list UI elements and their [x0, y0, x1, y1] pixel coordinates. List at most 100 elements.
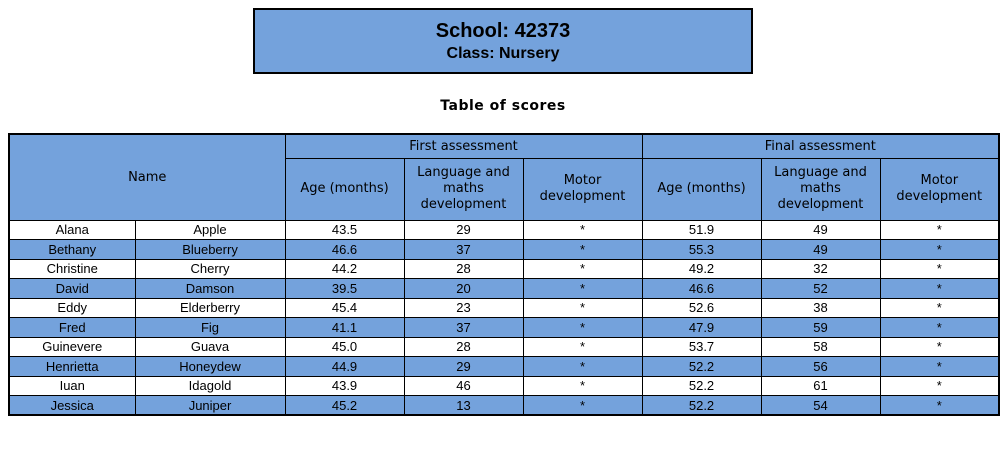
cell-first-name: Bethany — [8, 239, 136, 260]
cell-value: * — [522, 219, 643, 240]
cell-value: 44.2 — [284, 258, 405, 279]
cell-value: 54 — [760, 395, 881, 416]
scores-table: Name First assessment Final assessment A… — [8, 133, 1001, 416]
cell-value: 52.2 — [641, 375, 762, 396]
cell-value: * — [879, 395, 1000, 416]
cell-value: 38 — [760, 297, 881, 318]
cell-value: * — [522, 336, 643, 357]
cell-value: 43.5 — [284, 219, 405, 240]
school-header-box: School: 42373 Class: Nursery — [253, 8, 753, 74]
class-title: Class: Nursery — [446, 44, 560, 62]
cell-value: 43.9 — [284, 375, 405, 396]
cell-value: * — [879, 336, 1000, 357]
cell-last-name: Apple — [134, 219, 286, 240]
final-assessment-header: Final assessment — [641, 133, 1000, 159]
cell-first-name: Fred — [8, 317, 136, 338]
cell-value: * — [522, 239, 643, 260]
subheader-language-first: Language and maths development — [403, 157, 524, 221]
cell-value: * — [522, 375, 643, 396]
cell-value: 56 — [760, 356, 881, 377]
cell-last-name: Blueberry — [134, 239, 286, 260]
cell-value: 49 — [760, 239, 881, 260]
table-row: Alana Apple 43.5 29 * 51.9 49 * — [8, 219, 1000, 240]
cell-last-name: Cherry — [134, 258, 286, 279]
cell-value: 41.1 — [284, 317, 405, 338]
cell-first-name: Alana — [8, 219, 136, 240]
cell-first-name: David — [8, 278, 136, 299]
table-caption: Table of scores — [440, 98, 566, 114]
cell-value: 45.2 — [284, 395, 405, 416]
cell-first-name: Henrietta — [8, 356, 136, 377]
cell-first-name: Iuan — [8, 375, 136, 396]
cell-value: 45.0 — [284, 336, 405, 357]
cell-value: 53.7 — [641, 336, 762, 357]
cell-last-name: Elderberry — [134, 297, 286, 318]
cell-first-name: Jessica — [8, 395, 136, 416]
cell-first-name: Christine — [8, 258, 136, 279]
table-row: Guinevere Guava 45.0 28 * 53.7 58 * — [8, 336, 1000, 357]
cell-value: 55.3 — [641, 239, 762, 260]
school-title: School: 42373 — [435, 19, 571, 42]
cell-value: * — [879, 278, 1000, 299]
cell-value: 59 — [760, 317, 881, 338]
cell-value: 47.9 — [641, 317, 762, 338]
table-body: Alana Apple 43.5 29 * 51.9 49 * Bethany … — [8, 219, 1000, 416]
table-row: Iuan Idagold 43.9 46 * 52.2 61 * — [8, 375, 1000, 396]
cell-value: 29 — [403, 219, 524, 240]
cell-last-name: Fig — [134, 317, 286, 338]
cell-value: 52.2 — [641, 356, 762, 377]
subheader-age-first: Age (months) — [284, 157, 405, 221]
cell-last-name: Idagold — [134, 375, 286, 396]
cell-value: * — [879, 219, 1000, 240]
table-row: Henrietta Honeydew 44.9 29 * 52.2 56 * — [8, 356, 1000, 377]
subheader-language-final: Language and maths development — [760, 157, 881, 221]
cell-value: * — [879, 317, 1000, 338]
cell-value: 46.6 — [641, 278, 762, 299]
cell-value: 46 — [403, 375, 524, 396]
cell-first-name: Guinevere — [8, 336, 136, 357]
cell-value: 51.9 — [641, 219, 762, 240]
cell-value: * — [522, 395, 643, 416]
cell-value: * — [879, 375, 1000, 396]
cell-value: * — [879, 356, 1000, 377]
cell-value: 29 — [403, 356, 524, 377]
table-row: Christine Cherry 44.2 28 * 49.2 32 * — [8, 258, 1000, 279]
cell-value: 52.6 — [641, 297, 762, 318]
first-assessment-header: First assessment — [284, 133, 643, 159]
cell-last-name: Damson — [134, 278, 286, 299]
cell-value: 20 — [403, 278, 524, 299]
cell-last-name: Honeydew — [134, 356, 286, 377]
subheader-motor-first: Motor development — [522, 157, 643, 221]
table-row: Eddy Elderberry 45.4 23 * 52.6 38 * — [8, 297, 1000, 318]
table-row: Fred Fig 41.1 37 * 47.9 59 * — [8, 317, 1000, 338]
cell-value: * — [522, 356, 643, 377]
cell-value: * — [522, 278, 643, 299]
cell-value: 58 — [760, 336, 881, 357]
cell-value: 49.2 — [641, 258, 762, 279]
table-row: Jessica Juniper 45.2 13 * 52.2 54 * — [8, 395, 1000, 416]
sub-header-row: Age (months) Language and maths developm… — [9, 157, 1000, 221]
cell-last-name: Guava — [134, 336, 286, 357]
cell-value: 37 — [403, 239, 524, 260]
table-row: Bethany Blueberry 46.6 37 * 55.3 49 * — [8, 239, 1000, 260]
cell-value: 61 — [760, 375, 881, 396]
cell-value: * — [522, 258, 643, 279]
cell-value: * — [879, 239, 1000, 260]
name-header-cell: Name — [8, 133, 286, 221]
group-header-row: Name First assessment Final assessment — [8, 133, 1000, 221]
subheader-motor-final: Motor development — [879, 157, 1000, 221]
cell-value: 46.6 — [284, 239, 405, 260]
cell-value: 28 — [403, 258, 524, 279]
cell-value: 39.5 — [284, 278, 405, 299]
table-row: David Damson 39.5 20 * 46.6 52 * — [8, 278, 1000, 299]
cell-value: 28 — [403, 336, 524, 357]
cell-value: 44.9 — [284, 356, 405, 377]
subheader-age-final: Age (months) — [641, 157, 762, 221]
cell-value: 32 — [760, 258, 881, 279]
cell-value: * — [522, 317, 643, 338]
cell-value: * — [879, 297, 1000, 318]
cell-value: 13 — [403, 395, 524, 416]
cell-value: 52.2 — [641, 395, 762, 416]
cell-value: * — [522, 297, 643, 318]
cell-value: 45.4 — [284, 297, 405, 318]
